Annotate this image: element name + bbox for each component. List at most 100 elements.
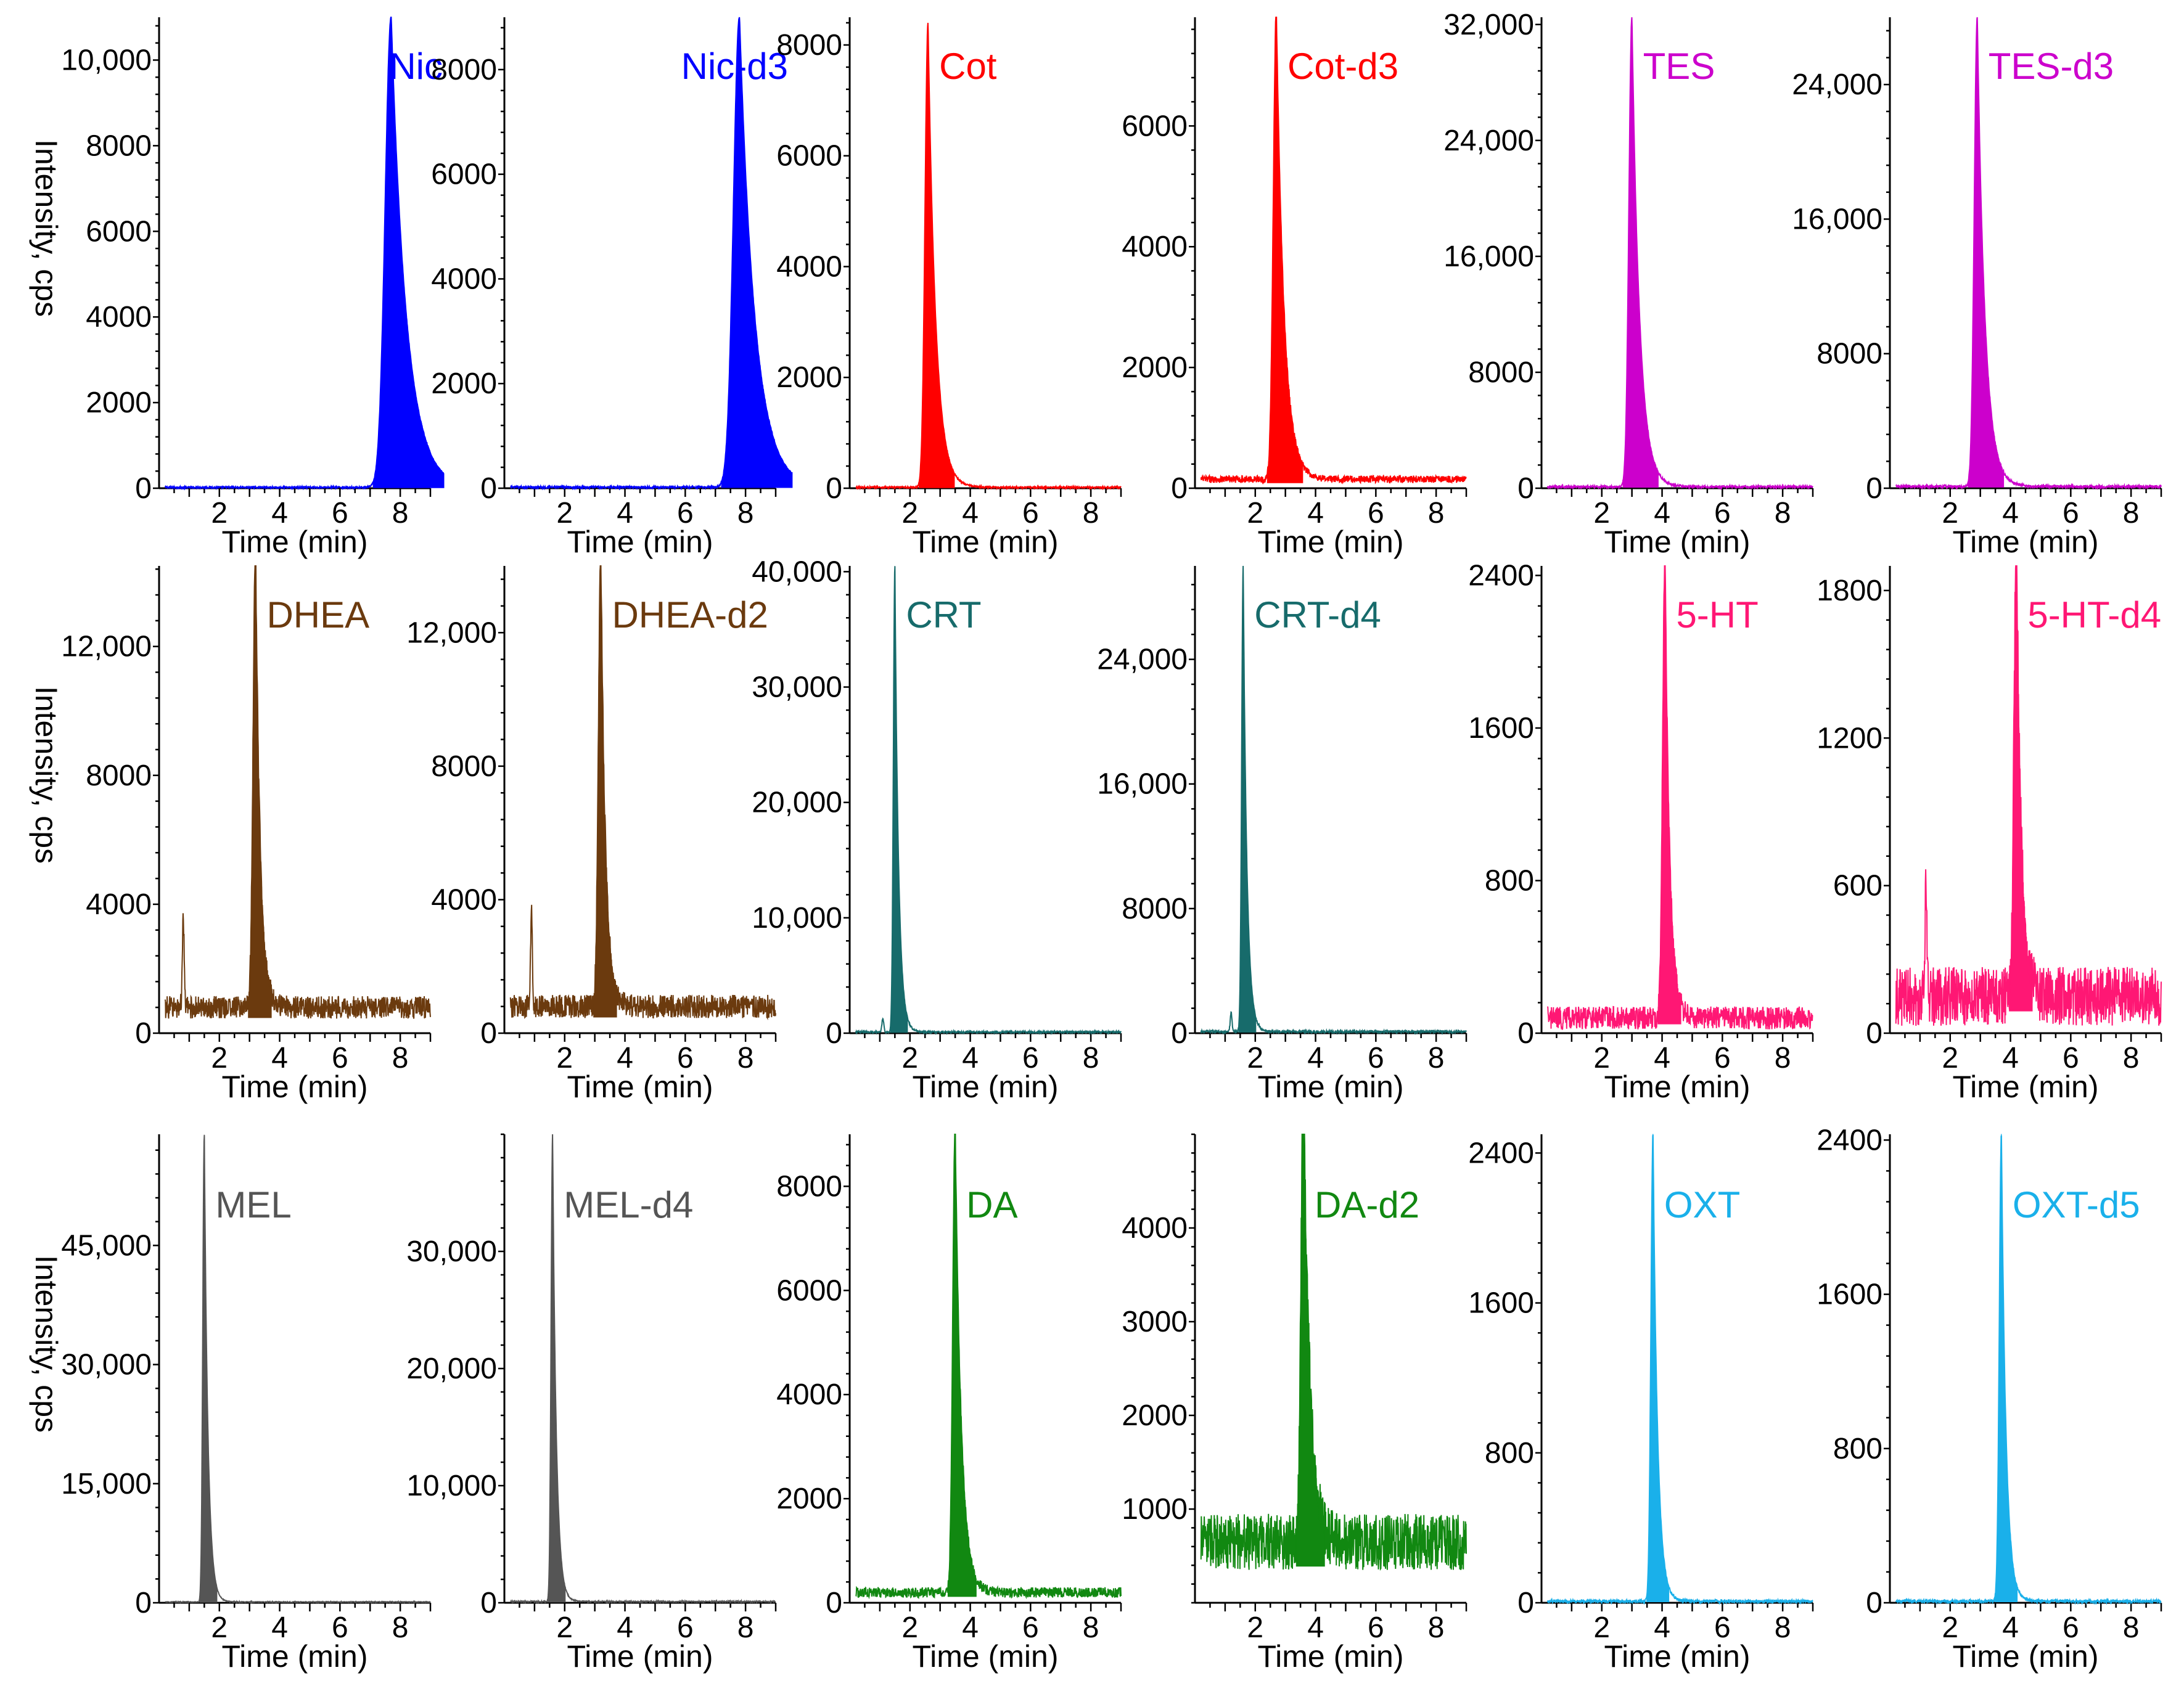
- x-tick-label: 6: [677, 1611, 694, 1644]
- x-axis-title: Time (min): [1604, 525, 1750, 559]
- y-tick-label: 8000: [1122, 893, 1188, 925]
- y-tick-label: 600: [1833, 870, 1882, 902]
- peak-area: [2009, 565, 2033, 1012]
- y-tick-label: 2400: [1817, 1124, 1882, 1156]
- analyte-label: DHEA: [266, 594, 369, 636]
- y-tick-label: 10,000: [752, 902, 842, 935]
- y-tick-label: 8000: [431, 750, 497, 783]
- analyte-label: MEL-d4: [564, 1184, 693, 1226]
- x-tick-label: 2: [211, 1042, 228, 1074]
- peak-area: [372, 17, 445, 488]
- y-tick-label: 0: [1171, 472, 1188, 505]
- chromatogram-trace: [164, 565, 431, 1019]
- x-tick-label: 6: [677, 1042, 694, 1074]
- x-tick-label: 8: [1083, 497, 1099, 530]
- chart-panel-15: 0 2000 4000 6000 8000 2 4 6 8 Time (min) DA: [776, 1134, 1122, 1674]
- analyte-label: DHEA-d2: [612, 594, 768, 636]
- y-tick-label: 0: [480, 472, 497, 505]
- x-tick-label: 4: [2002, 1611, 2019, 1644]
- y-tick-label: 0: [480, 1587, 497, 1619]
- x-tick-label: 6: [1368, 1042, 1384, 1074]
- x-tick-label: 8: [1775, 1611, 1791, 1644]
- y-tick-label: 1600: [1817, 1279, 1882, 1311]
- y-tick-label: 1200: [1817, 722, 1882, 755]
- analyte-label: CRT: [906, 594, 981, 636]
- analyte-label: 5-HT-d4: [2027, 594, 2161, 636]
- x-tick-label: 8: [1775, 1042, 1791, 1074]
- y-axis-title: Intensity, cps: [29, 1255, 64, 1433]
- y-tick-label: 0: [1866, 1587, 1882, 1619]
- x-tick-label: 8: [392, 497, 409, 530]
- x-tick-label: 6: [1022, 1042, 1039, 1074]
- y-tick-label: 10,000: [406, 1470, 497, 1502]
- x-tick-label: 2: [1247, 1042, 1263, 1074]
- x-tick-label: 6: [1714, 1611, 1731, 1644]
- chart-panel-6: 0 8000 16,000 24,000 2 4 6 8 Time (min) TES-d3: [1792, 17, 2162, 559]
- x-tick-label: 4: [1654, 497, 1670, 530]
- peak-area: [1646, 1134, 1670, 1602]
- y-tick-label: 8000: [776, 29, 842, 62]
- x-axis-title: Time (min): [912, 525, 1058, 559]
- analyte-label: Cot: [939, 46, 997, 87]
- y-tick-label: 24,000: [1792, 68, 1882, 101]
- y-tick-label: 45,000: [61, 1229, 152, 1262]
- y-tick-label: 2000: [1122, 1399, 1188, 1432]
- x-axis-title: Time (min): [1952, 1639, 2098, 1674]
- y-tick-label: 6000: [776, 1274, 842, 1307]
- peak-area: [1968, 17, 2005, 488]
- analyte-label: DA: [966, 1184, 1017, 1226]
- y-tick-label: 8000: [86, 759, 152, 792]
- chromatogram-trace: [1895, 1135, 2162, 1605]
- y-tick-label: 0: [1517, 472, 1534, 505]
- y-tick-label: 2000: [776, 1483, 842, 1515]
- chart-panel-8: 0 4000 8000 12,000 2 4 6 8 Time (min) DHEA-d2: [406, 565, 777, 1104]
- x-tick-label: 4: [617, 1042, 633, 1074]
- y-tick-label: 16,000: [1443, 240, 1534, 273]
- x-tick-label: 8: [1083, 1042, 1099, 1074]
- peak-area: [890, 565, 908, 1033]
- chart-panel-16: 1000 2000 3000 4000 2 4 6 8 Time (min) DA-d2: [1122, 1133, 1468, 1674]
- x-tick-label: 4: [1654, 1042, 1670, 1074]
- x-tick-label: 4: [962, 1611, 979, 1644]
- x-axis-title: Time (min): [221, 1070, 367, 1104]
- y-tick-label: 2000: [431, 367, 497, 400]
- x-tick-label: 2: [1593, 1042, 1610, 1074]
- peak-area: [1995, 1134, 2018, 1602]
- x-tick-label: 4: [2002, 1042, 2019, 1074]
- y-tick-label: 8000: [431, 54, 497, 86]
- y-tick-label: 4000: [86, 301, 152, 334]
- x-tick-label: 6: [2063, 497, 2079, 530]
- analyte-label: OXT-d5: [2013, 1184, 2140, 1226]
- x-tick-label: 8: [737, 497, 754, 530]
- x-axis-title: Time (min): [1257, 1070, 1403, 1104]
- y-tick-label: 20,000: [752, 787, 842, 819]
- y-tick-label: 30,000: [406, 1235, 497, 1268]
- chart-panel-1: 0 2000 4000 6000 8000 10,000 2 4 6 8 Time (min) Int…: [29, 17, 445, 559]
- y-tick-label: 12,000: [61, 631, 152, 663]
- chart-panel-7: 0 4000 8000 12,000 2 4 6 8 Time (min) Intensity, …: [29, 565, 432, 1104]
- analyte-label: Nic: [389, 46, 443, 87]
- chromatogram-trace: [1546, 17, 1813, 491]
- peak-area: [1295, 1134, 1325, 1567]
- x-tick-label: 4: [2002, 497, 2019, 530]
- y-tick-label: 2400: [1468, 559, 1534, 592]
- y-tick-label: 800: [1485, 864, 1534, 897]
- y-tick-label: 6000: [431, 158, 497, 191]
- y-axis-title: Intensity, cps: [29, 139, 64, 317]
- x-tick-label: 6: [2063, 1611, 2079, 1644]
- chart-panel-5: 0 8000 16,000 24,000 32,000 2 4 6 8 Time (min) TES: [1443, 9, 1814, 559]
- x-tick-label: 8: [737, 1611, 754, 1644]
- x-tick-label: 4: [617, 1611, 633, 1644]
- analyte-label: TES: [1643, 46, 1715, 87]
- x-tick-label: 2: [1247, 497, 1263, 530]
- y-tick-label: 0: [1171, 1017, 1188, 1050]
- y-tick-label: 0: [135, 1587, 152, 1619]
- y-tick-label: 2000: [776, 361, 842, 394]
- x-axis-title: Time (min): [567, 1639, 713, 1674]
- x-tick-label: 4: [1307, 1611, 1324, 1644]
- y-tick-label: 0: [826, 1587, 842, 1619]
- y-tick-label: 1600: [1468, 712, 1534, 745]
- x-tick-label: 4: [271, 1611, 288, 1644]
- chart-panel-14: 0 10,000 20,000 30,000 2 4 6 8 Time (min) MEL-d4: [406, 1133, 777, 1674]
- y-tick-label: 0: [1517, 1017, 1534, 1050]
